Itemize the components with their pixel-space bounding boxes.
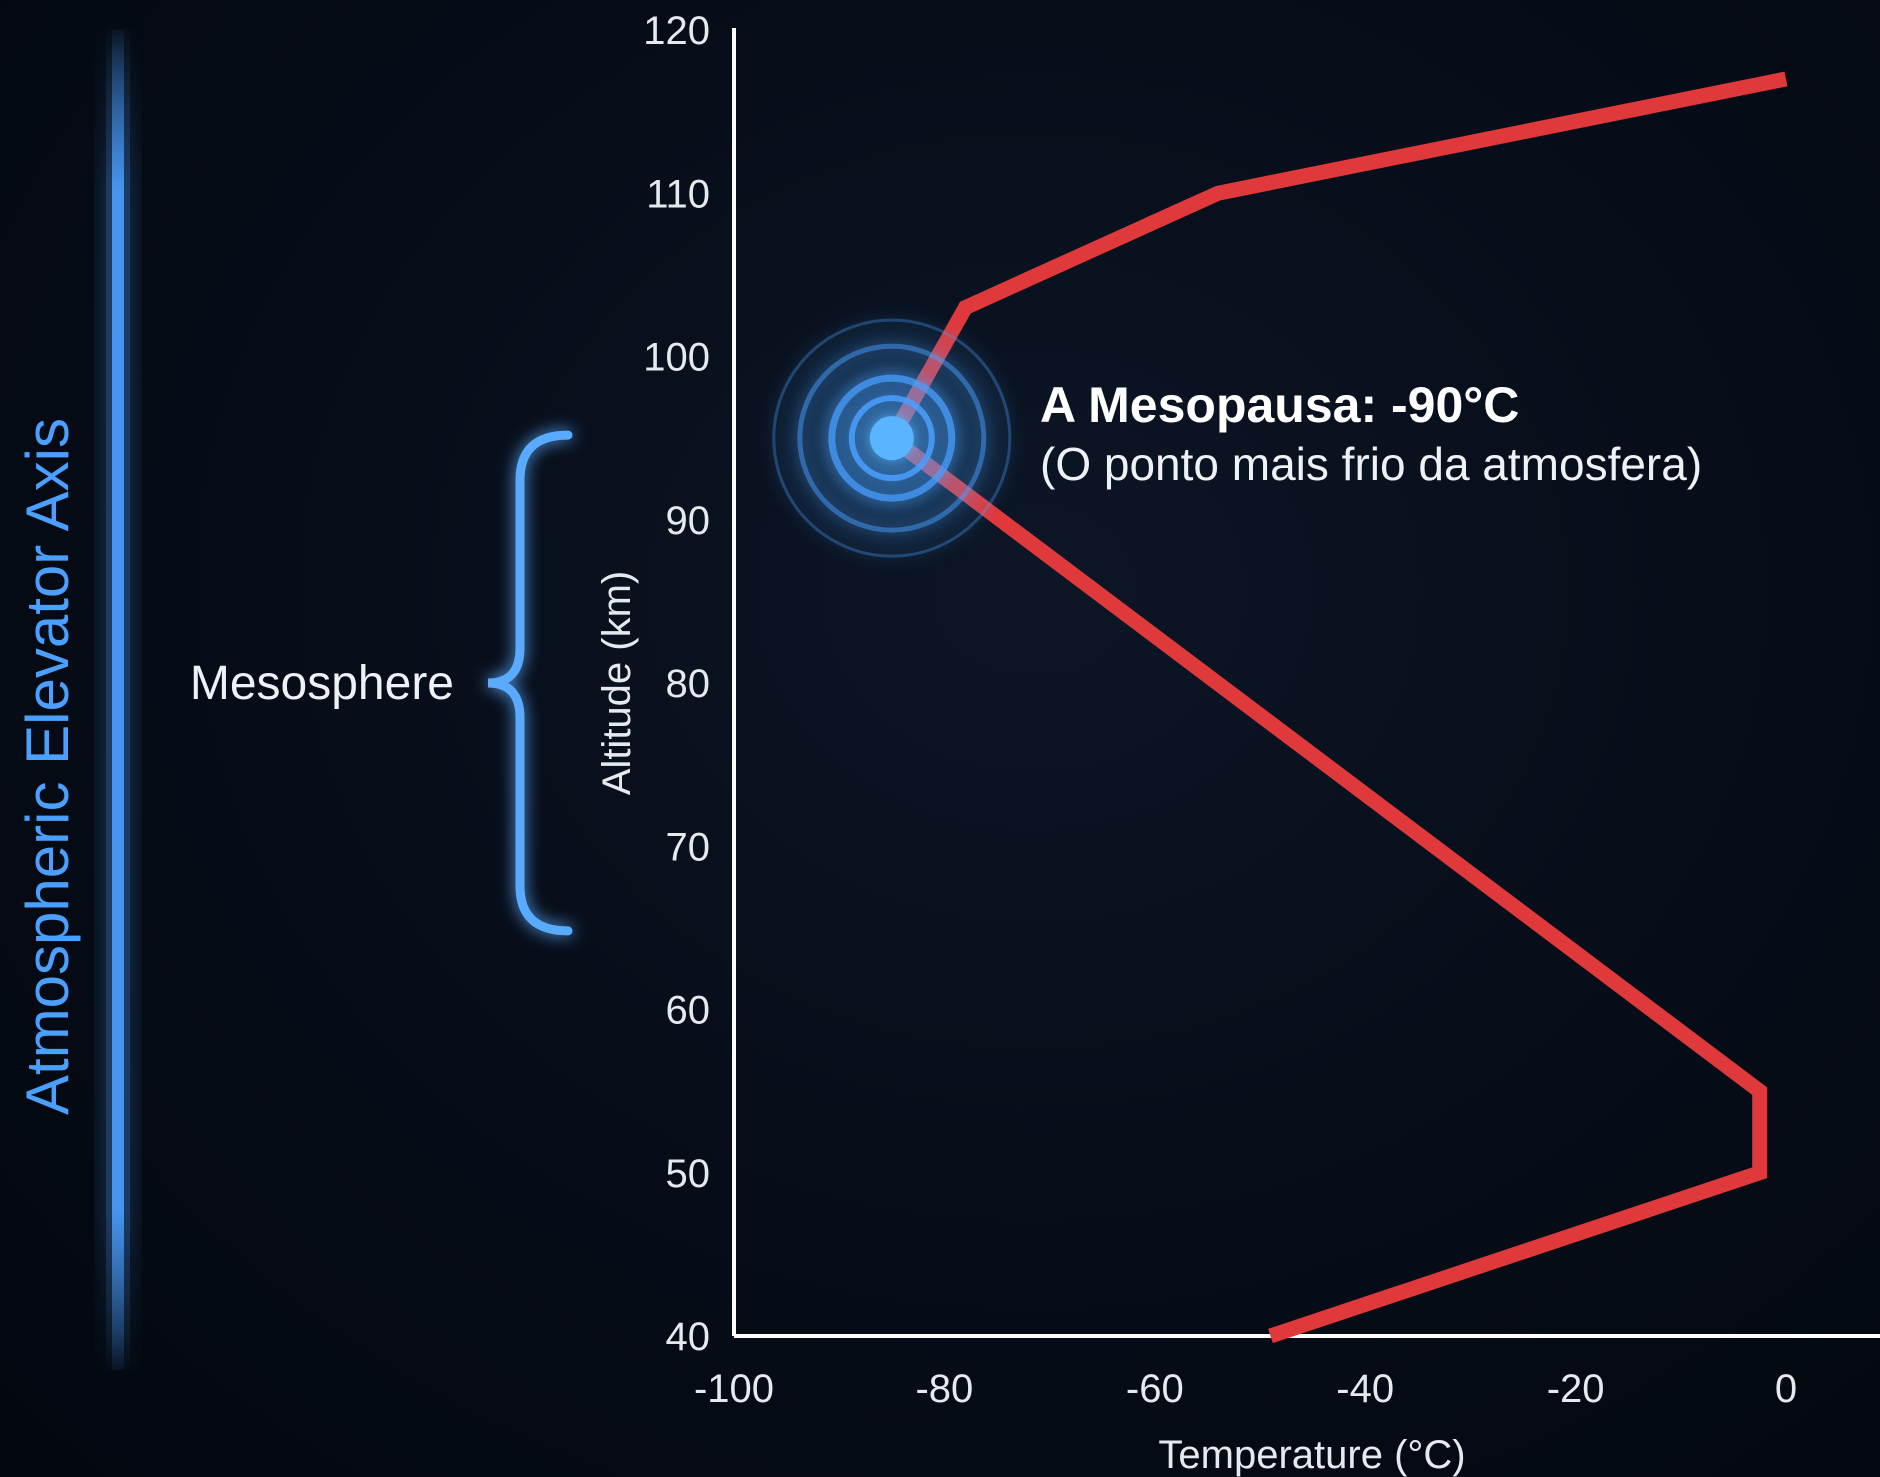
annotation-subtitle: (O ponto mais frio da atmosfera)	[1040, 438, 1702, 490]
elevator-label: Atmospheric Elevator Axis	[14, 418, 81, 1115]
x-tick-labels: -100 -80 -60 -40 -20 0	[694, 1367, 1797, 1411]
x-tick-label: -80	[915, 1367, 973, 1411]
y-tick-label: 120	[643, 9, 710, 53]
y-tick-label: 90	[666, 499, 711, 543]
y-tick-label: 40	[666, 1315, 711, 1359]
mesosphere-brace	[487, 430, 573, 936]
y-tick-label: 50	[666, 1152, 711, 1196]
y-tick-label: 100	[643, 336, 710, 380]
marker-ring	[797, 343, 987, 533]
mesosphere-region: Mesosphere	[190, 430, 573, 936]
elevator-axis: Atmospheric Elevator Axis	[14, 30, 130, 1370]
marker-ring	[828, 374, 956, 502]
marker-ring	[848, 395, 935, 482]
mesosphere-label: Mesosphere	[190, 657, 454, 710]
y-tick-label: 110	[646, 172, 710, 216]
annotation: A Mesopausa: -90°C (O ponto mais frio da…	[1040, 377, 1702, 490]
y-tick-label: 70	[666, 825, 711, 869]
marker-ring	[772, 318, 1012, 558]
y-tick-label: 60	[666, 989, 711, 1033]
x-tick-label: -60	[1126, 1367, 1184, 1411]
mesopause-marker	[766, 313, 1017, 564]
y-axis-title: Altitude (km)	[595, 571, 639, 796]
x-axis-title: Temperature (°C)	[1158, 1433, 1465, 1477]
x-tick-label: -20	[1547, 1367, 1605, 1411]
annotation-title: A Mesopausa: -90°C	[1040, 377, 1519, 433]
temperature-profile-line	[882, 71, 1788, 1344]
y-tick-labels: 40 50 60 70 80 90 100 110 120	[643, 9, 710, 1359]
x-tick-label: -100	[694, 1367, 774, 1411]
x-tick-label: -40	[1336, 1367, 1394, 1411]
mesopause-point	[869, 416, 914, 461]
x-tick-label: 0	[1775, 1367, 1797, 1411]
series-group	[882, 71, 1788, 1344]
elevator-bar	[112, 30, 124, 1370]
y-tick-label: 80	[666, 662, 711, 706]
